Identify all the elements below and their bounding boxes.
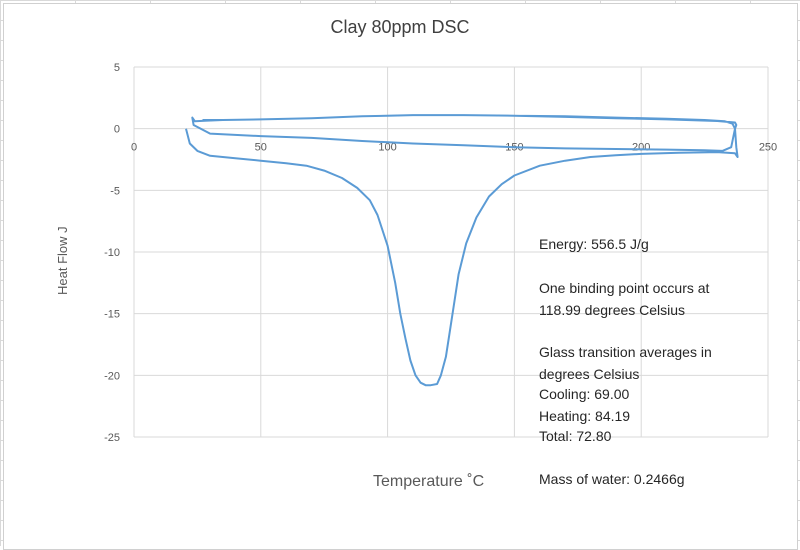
x-axis-label: Temperature ˚C [373,473,485,490]
y-tick-label: -20 [104,370,120,382]
x-tick-label: 250 [759,142,777,154]
cooling-annotation: Cooling: 69.00 [539,386,630,402]
binding-annotation-line2: 118.99 degrees Celsius [539,302,686,318]
x-tick-label: 0 [131,142,137,154]
x-tick-label: 100 [378,142,396,154]
x-tick-label: 200 [632,142,650,154]
x-tick-label: 50 [255,142,267,154]
glass-annotation-line1: Glass transition averages in [539,344,712,360]
y-tick-label: 0 [114,124,120,136]
chart-title: Clay 80ppm DSC [330,17,470,37]
glass-annotation-line2: degrees Celsius [539,366,640,382]
heating-annotation: Heating: 84.19 [539,408,631,424]
total-annotation: Total: 72.80 [539,428,612,444]
y-tick-label: -25 [104,432,120,444]
y-tick-label: -5 [110,185,120,197]
y-tick-label: -15 [104,309,120,321]
chart-area[interactable] [3,3,798,550]
y-tick-label: -10 [104,247,120,259]
mass-annotation: Mass of water: 0.2466g [539,471,685,487]
y-axis-label: Heat Flow J [55,226,70,295]
energy-annotation: Energy: 556.5 J/g [539,236,649,252]
series-line [185,114,739,387]
binding-annotation-line1: One binding point occurs at [539,280,710,296]
y-tick-label: 5 [114,62,120,74]
